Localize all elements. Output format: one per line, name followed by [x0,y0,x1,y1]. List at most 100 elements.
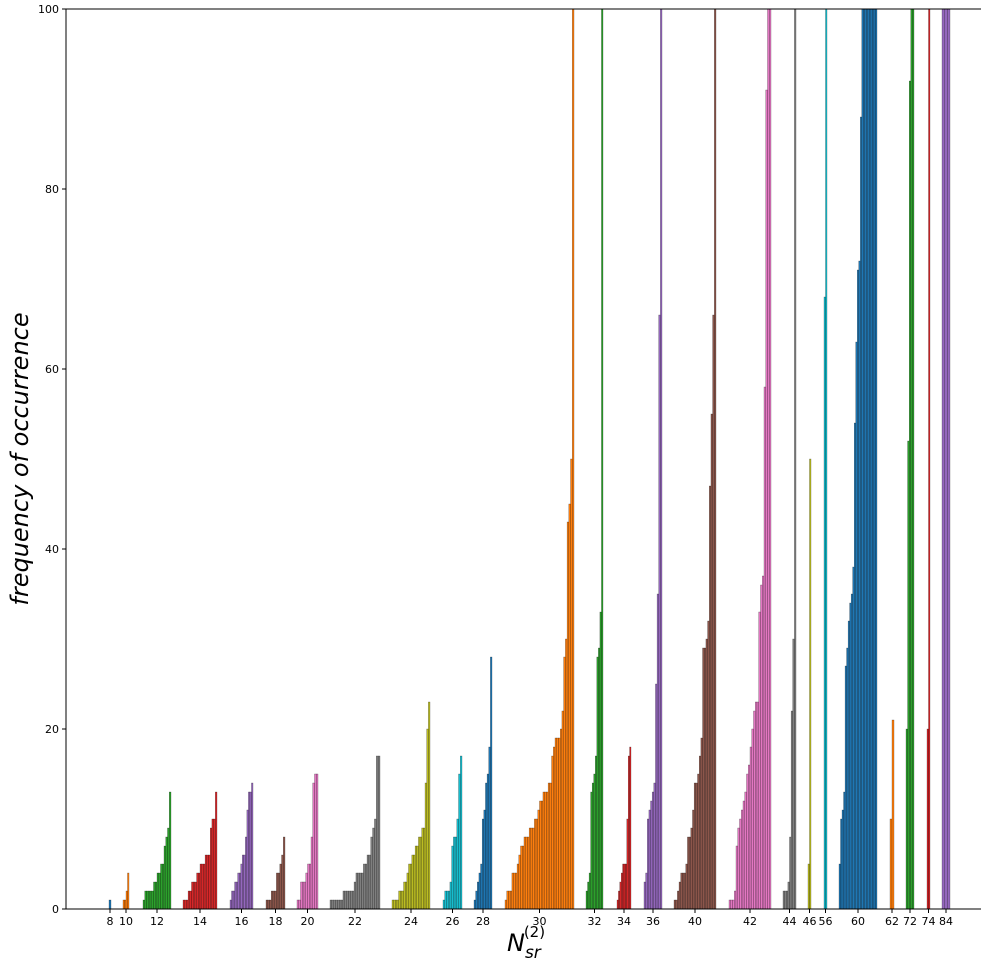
bar-24-7 [403,881,406,910]
bar-24-20 [424,782,427,910]
y-tick-label-80: 80 [45,183,59,196]
x-tick-label-72: 72 [903,915,917,928]
bar-26-3 [447,890,451,910]
bar-10-1 [124,899,127,910]
bar-20-7 [309,863,312,910]
bar-74-0 [926,728,929,910]
bar-12-5 [151,890,154,910]
bar-14-10 [199,863,202,910]
x-axis-title-sup: (2) [524,923,545,941]
bar-30-25 [547,782,551,910]
bar-42-19 [762,575,765,910]
bar-42-4 [735,845,738,910]
bar-14-18 [213,818,216,910]
bar-14-5 [191,881,194,910]
x-tick-label-42: 42 [743,915,757,928]
bar-42-2 [732,899,735,910]
bar-22-2 [333,899,336,910]
bar-72-2 [909,80,912,910]
bar-14-13 [204,854,208,910]
bar-30-29 [554,737,557,910]
x-tick-label-32: 32 [588,915,602,928]
bar-60-15 [861,8,864,910]
x-tick-label-56: 56 [819,915,833,928]
bar-32-8 [598,647,601,910]
bar-24-6 [401,890,404,910]
bar-22-14 [355,872,358,910]
x-tick-label-22: 22 [348,915,362,928]
bar-42-1 [730,899,733,910]
bar-60-24 [875,8,878,910]
bar-30-21 [541,800,544,910]
bar-18-6 [276,872,279,910]
bar-22-8 [344,890,347,910]
bar-30-36 [566,521,570,910]
bar-22-11 [350,890,353,910]
bar-42-14 [753,710,756,910]
bar-42-22 [767,8,770,910]
bar-40-17 [702,647,705,910]
y-tick-label-100: 100 [38,3,59,16]
x-tick-label-30: 30 [533,915,547,928]
bar-32-1 [587,881,590,910]
y-ticks: 0 20 40 60 80 100 [38,3,66,916]
bar-22-25 [376,755,379,910]
bar-34-2 [619,881,622,910]
bar-14-7 [194,881,197,910]
bar-26-9 [458,773,461,910]
x-tick-label-14: 14 [193,915,207,928]
bar-24-14 [414,845,417,910]
bar-40-18 [704,647,707,910]
bar-34-7 [626,818,629,910]
bar-32-6 [595,755,598,910]
bar-60-17 [864,8,867,910]
bar-14-0 [182,899,185,910]
bar-30-22 [542,791,545,910]
bar-60-18 [866,8,869,910]
bar-30-9 [520,845,523,910]
bar-30-27 [551,755,554,910]
bar-14-1 [184,899,187,910]
bar-16-5 [237,872,240,910]
bar-40-7 [685,863,688,910]
bar-60-12 [857,269,859,910]
bar-16-3 [234,881,237,910]
bar-14-14 [206,854,209,910]
bar-22-16 [359,872,362,910]
bar-32-2 [588,872,591,910]
bar-12-11 [162,863,165,910]
bar-22-18 [363,863,366,910]
bar-32-10 [601,8,604,910]
bar-24-17 [419,836,422,910]
bar-24-9 [406,872,409,910]
bar-22-4 [337,899,340,910]
bar-18-4 [272,890,275,910]
bar-36-6 [653,782,656,910]
bar-28-3 [478,872,481,910]
bar-22-19 [364,863,368,910]
bar-60-11 [855,341,858,910]
bar-26-5 [451,845,454,910]
x-tick-label-34: 34 [617,915,631,928]
bar-22-6 [340,899,344,910]
bar-26-7 [454,836,458,910]
bar-36-9 [658,314,661,910]
bar-42-3 [734,890,737,910]
bar-20-8 [310,836,313,910]
bar-36-1 [645,872,648,910]
x-tick-label-20: 20 [301,915,315,928]
bar-24-11 [409,863,413,910]
x-tick-label-40: 40 [688,915,702,928]
bar-30-12 [525,836,528,910]
bar-24-18 [421,827,424,910]
bar-16-2 [232,890,235,910]
bar-28-9 [488,746,491,910]
bar-42-12 [749,746,752,910]
y-axis-title: frequency of occurrence [6,312,34,605]
bar-14-11 [201,863,204,910]
bar-18-5 [274,890,277,910]
bar-42-16 [756,701,759,910]
bar-12-1 [144,890,147,910]
bar-34-0 [616,899,619,910]
bar-62-1 [891,719,895,910]
